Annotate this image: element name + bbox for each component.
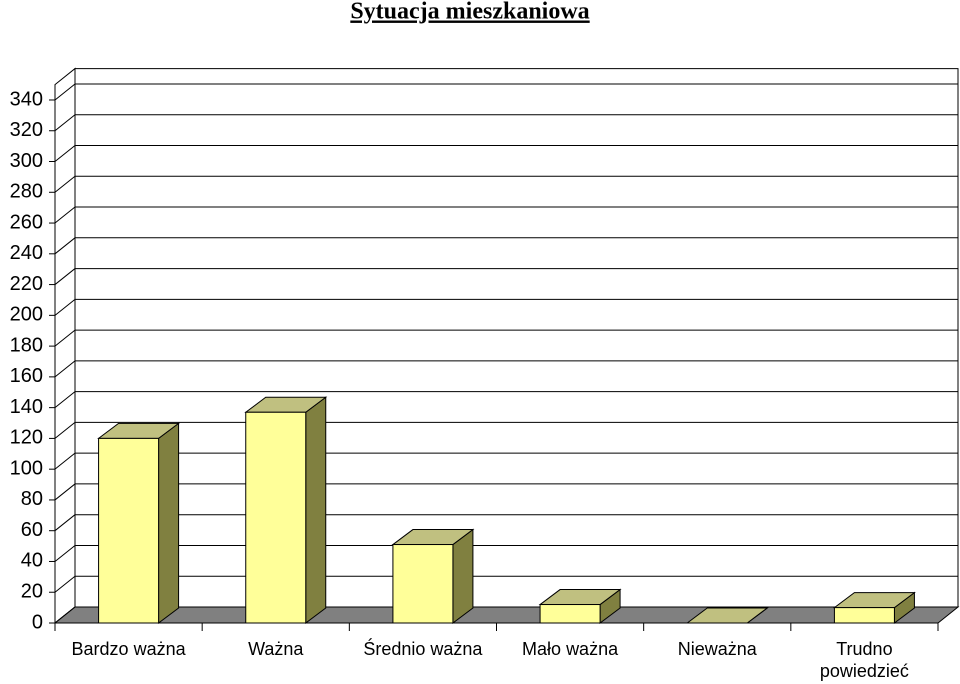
bar-side xyxy=(305,396,327,624)
side-wall xyxy=(54,67,76,625)
x-tick-label: Trudno powiedzieć xyxy=(819,639,909,681)
y-tick-label: 140 xyxy=(10,396,43,418)
y-tick-label: 160 xyxy=(10,365,43,387)
y-tick-label: 80 xyxy=(21,488,43,510)
grid-line xyxy=(54,545,76,562)
floor xyxy=(53,606,960,624)
y-tick-label: 0 xyxy=(32,611,43,633)
y-tick-label: 120 xyxy=(10,427,43,449)
x-tick-label: Mało ważna xyxy=(522,639,619,659)
x-tick-label: Bardzo ważna xyxy=(71,639,186,659)
y-tick-label: 200 xyxy=(10,304,43,326)
bar-side xyxy=(158,422,180,624)
y-tick-label: 300 xyxy=(10,150,43,172)
grid-line xyxy=(54,483,76,501)
grid-line xyxy=(54,145,76,162)
bar-top xyxy=(685,607,769,624)
bar xyxy=(98,437,160,624)
grid-line xyxy=(54,268,76,285)
grid-line xyxy=(54,114,76,132)
grid-line xyxy=(54,606,76,624)
y-tick-label: 20 xyxy=(21,581,43,603)
grid-line xyxy=(54,514,76,532)
x-tick-label: Średnio ważna xyxy=(363,639,483,659)
grid-line xyxy=(54,206,76,224)
grid-line xyxy=(54,237,76,255)
y-tick-label: 100 xyxy=(10,457,43,479)
grid-line xyxy=(54,575,76,593)
y-tick-label: 340 xyxy=(10,88,43,110)
y-tick-label: 220 xyxy=(10,273,43,295)
bar-side xyxy=(452,528,474,624)
y-tick-label: 60 xyxy=(21,519,43,541)
grid-line xyxy=(54,391,76,409)
grid-line xyxy=(54,329,76,347)
y-tick-label: 260 xyxy=(10,211,43,233)
grid-line xyxy=(54,83,76,101)
bar xyxy=(392,544,454,624)
y-tick-label: 180 xyxy=(10,334,43,356)
y-tick-label: 280 xyxy=(10,181,43,203)
y-tick-label: 320 xyxy=(10,119,43,141)
y-tick-label: 40 xyxy=(21,550,43,572)
grid-line xyxy=(54,175,76,193)
chart-title: Sytuacja mieszkaniowa xyxy=(350,0,589,25)
grid-line xyxy=(54,360,76,378)
grid-line xyxy=(54,298,76,316)
y-tick-label: 240 xyxy=(10,242,43,264)
bar xyxy=(539,604,601,624)
grid-line xyxy=(54,452,76,470)
x-tick-label: Nieważna xyxy=(677,639,757,659)
bar xyxy=(833,607,895,624)
back-wall xyxy=(74,68,959,608)
x-tick-label: Ważna xyxy=(248,639,304,659)
bar xyxy=(245,411,307,624)
grid-line xyxy=(54,422,76,439)
